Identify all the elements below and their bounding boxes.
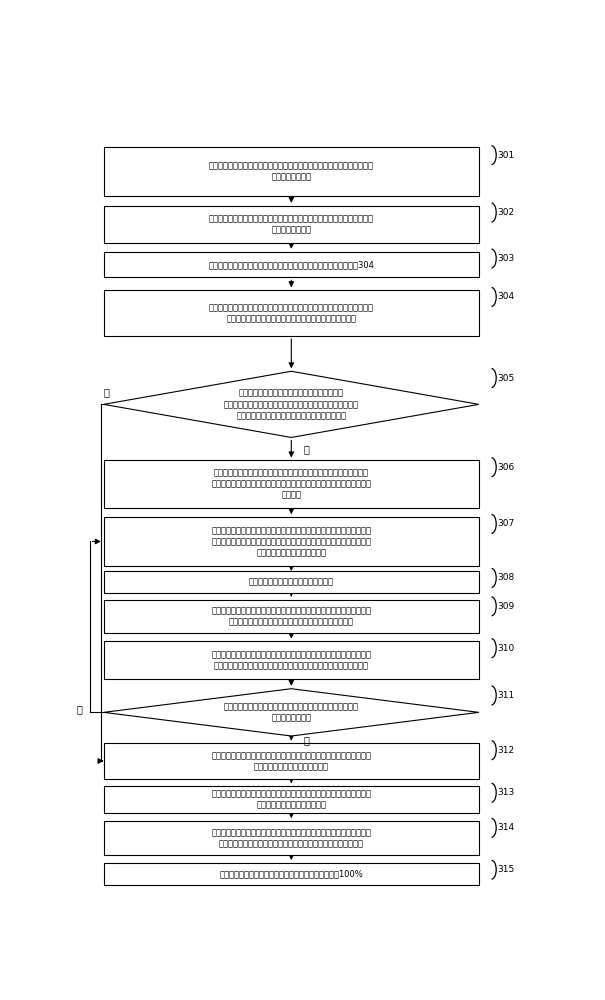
FancyBboxPatch shape bbox=[104, 743, 479, 779]
FancyBboxPatch shape bbox=[104, 786, 479, 813]
Text: 服务器端在目标文件文件上传完成后将文件的散列值，文件名称，文件大
小和文件存储位置传递给业务系统: 服务器端在目标文件文件上传完成后将文件的散列值，文件名称，文件大 小和文件存储位… bbox=[211, 751, 371, 771]
Text: 305: 305 bbox=[497, 374, 514, 383]
Text: 301: 301 bbox=[497, 151, 514, 160]
Text: 客户端根据上传指令，将未上传成功的文件块重新加入到待上传队列中以
上传到服务器端，并显示该重新上传的文件块的上传进度: 客户端根据上传指令，将未上传成功的文件块重新加入到待上传队列中以 上传到服务器端… bbox=[211, 606, 371, 626]
Text: 服务器端根据该目标文件的散列值以及每一个文件块信息，确定是否有未
上传成功的文件，在确定为有未上传成功的文件块时，根据该未上传成功
的文件块向客户端发送上传指令: 服务器端根据该目标文件的散列值以及每一个文件块信息，确定是否有未 上传成功的文件… bbox=[211, 526, 371, 557]
Text: 业务系统处理文件信息、处理完毕后，发送删除指令到服务器端，服务器
端根据删除指令对文件进行删除: 业务系统处理文件信息、处理完毕后，发送删除指令到服务器端，服务器 端根据删除指令… bbox=[211, 789, 371, 810]
Text: 315: 315 bbox=[497, 865, 514, 874]
Text: 客户端接收上传完毕指令后，显示当前上传文件进度为100%: 客户端接收上传完毕指令后，显示当前上传文件进度为100% bbox=[220, 869, 363, 878]
Text: 310: 310 bbox=[497, 644, 514, 653]
Text: 客户端计算待上传队列中的目标文件的散列值，并向服务器端发送目标文件
的文件信息，其中，该文件信息中包括目标文件的散列值。: 客户端计算待上传队列中的目标文件的散列值，并向服务器端发送目标文件 的文件信息，… bbox=[209, 303, 374, 323]
Text: 313: 313 bbox=[497, 788, 514, 797]
Text: 服务器端向客户端发送文件上传完毕指令，文件上传指令包括文件散列值
和指令类型，指令类型为传输完毕，用于通知使用者文件上传结束: 服务器端向客户端发送文件上传完毕指令，文件上传指令包括文件散列值 和指令类型，指… bbox=[211, 828, 371, 848]
Text: 309: 309 bbox=[497, 602, 514, 611]
Text: 否: 否 bbox=[303, 444, 309, 454]
Text: 服务器端根据该用于存储上传成功的文件块的文件夹判断目标
文件是否传输完毕: 服务器端根据该用于存储上传成功的文件块的文件夹判断目标 文件是否传输完毕 bbox=[224, 702, 359, 722]
Text: 是: 是 bbox=[303, 735, 309, 745]
FancyBboxPatch shape bbox=[104, 641, 479, 679]
FancyBboxPatch shape bbox=[104, 252, 479, 277]
Text: 308: 308 bbox=[497, 573, 514, 582]
Text: 服务器端接收并保存文件块内容、文件块号、文件块起止位置、文件的散
列值和指令类型，计算文件上传进度，更新上传成功的文件块的文件夹: 服务器端接收并保存文件块内容、文件块号、文件块起止位置、文件的散 列值和指令类型… bbox=[211, 650, 371, 670]
Text: 否: 否 bbox=[77, 704, 82, 714]
Text: 303: 303 bbox=[497, 254, 514, 263]
FancyBboxPatch shape bbox=[104, 460, 479, 508]
FancyBboxPatch shape bbox=[104, 600, 479, 633]
FancyBboxPatch shape bbox=[104, 206, 479, 243]
Text: 客户端建立与服务器端之间的至少一条连接通道，并为每一条连接通道配置
一个待上传队列。: 客户端建立与服务器端之间的至少一条连接通道，并为每一条连接通道配置 一个待上传队… bbox=[209, 161, 374, 181]
Text: 314: 314 bbox=[497, 823, 514, 832]
FancyBboxPatch shape bbox=[104, 821, 479, 855]
Text: 服务器端接收客户端发送的目标文件的文件信息
，并将文件信息中包括的该目标文件的散列值传递到业务系统
，业务系统根据散列值判断文件是否已经成功上传: 服务器端接收客户端发送的目标文件的文件信息 ，并将文件信息中包括的该目标文件的散… bbox=[224, 389, 359, 420]
Text: 客户端接收服务器端发送的上传指令。: 客户端接收服务器端发送的上传指令。 bbox=[249, 578, 334, 586]
FancyBboxPatch shape bbox=[104, 571, 479, 593]
Text: 确定所需发送给服务器端的目标文件，并将目标文件加入至少一个待上传待
列中进行文件上传: 确定所需发送给服务器端的目标文件，并将目标文件加入至少一个待上传待 列中进行文件… bbox=[209, 214, 374, 234]
FancyBboxPatch shape bbox=[104, 290, 479, 336]
FancyBboxPatch shape bbox=[104, 147, 479, 196]
Polygon shape bbox=[104, 689, 479, 736]
FancyBboxPatch shape bbox=[104, 863, 479, 885]
Text: 306: 306 bbox=[497, 463, 514, 472]
Text: 307: 307 bbox=[497, 519, 514, 528]
Text: 312: 312 bbox=[497, 746, 514, 755]
Text: 304: 304 bbox=[497, 292, 514, 301]
Text: 客户端判断待上传队列中是否有正在上传的文件，如果有，执行步骤304: 客户端判断待上传队列中是否有正在上传的文件，如果有，执行步骤304 bbox=[208, 260, 374, 269]
Text: 服务器端根据目标文件的文件信息将目标文件划分为至少一个文件块信
息，每一个文件信息包括散列值和未上传成功的文件块在目标文件中的起
始位置。: 服务器端根据目标文件的文件信息将目标文件划分为至少一个文件块信 息，每一个文件信… bbox=[211, 468, 371, 500]
FancyBboxPatch shape bbox=[104, 517, 479, 566]
Text: 302: 302 bbox=[497, 208, 514, 217]
Text: 是: 是 bbox=[104, 387, 110, 397]
Text: 311: 311 bbox=[497, 691, 514, 700]
Polygon shape bbox=[104, 371, 479, 437]
